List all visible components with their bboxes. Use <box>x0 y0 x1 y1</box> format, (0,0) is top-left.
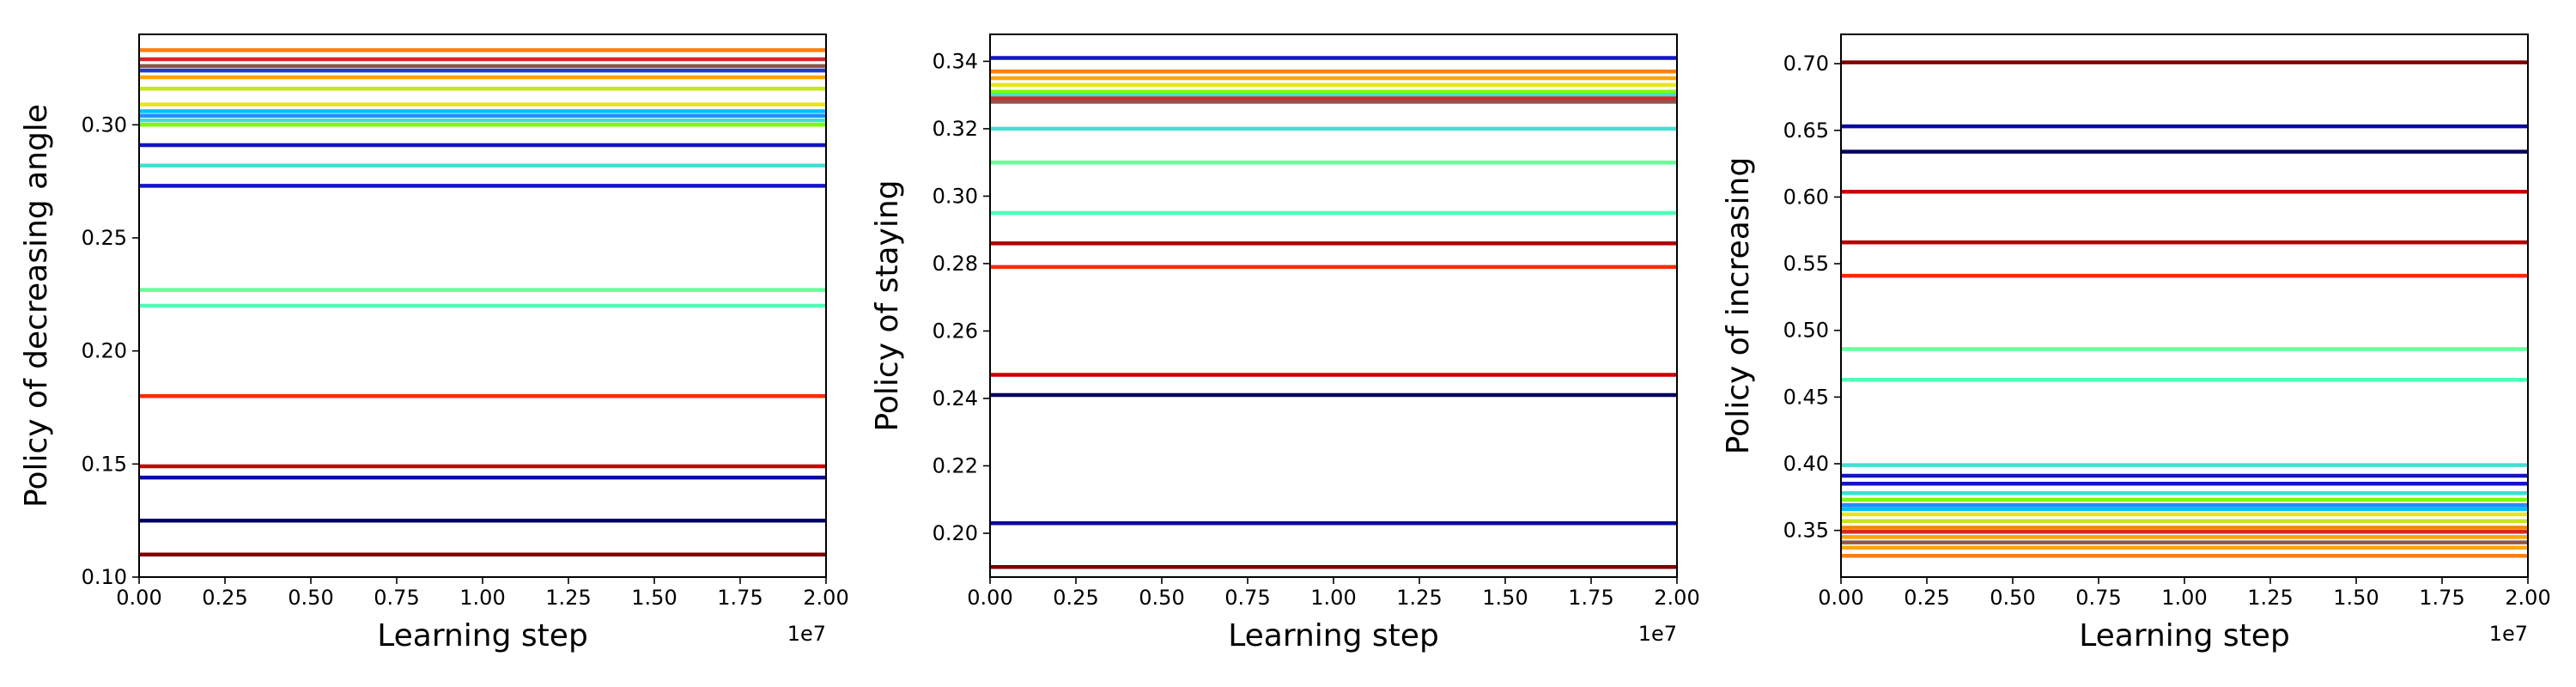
y-tick-label: 0.20 <box>933 521 978 545</box>
x-tick-label: 1.75 <box>2419 586 2464 610</box>
y-tick-label: 0.30 <box>82 112 127 137</box>
x-tick-label: 0.75 <box>374 586 419 610</box>
y-axis-label: Policy of decreasing angle <box>19 104 54 508</box>
x-axis-offset-label: 1e7 <box>1638 622 1677 646</box>
x-tick-label: 1.75 <box>717 586 762 610</box>
x-tick-label: 0.25 <box>1904 586 1949 610</box>
series-group <box>1841 60 2528 558</box>
x-tick-label: 1.25 <box>545 586 591 610</box>
x-tick-label: 1.00 <box>2161 586 2207 610</box>
y-tick-label: 0.65 <box>1783 119 1829 143</box>
x-tick-label: 1.50 <box>631 586 677 610</box>
y-tick-label: 0.40 <box>1783 452 1829 476</box>
y-tick-label: 0.55 <box>1783 252 1829 276</box>
y-tick-label: 0.32 <box>933 117 978 141</box>
series-group <box>139 48 826 556</box>
x-tick-label: 0.00 <box>967 586 1012 610</box>
x-tick-label: 0.75 <box>1224 586 1270 610</box>
x-tick-label: 2.00 <box>2505 586 2550 610</box>
x-tick-label: 0.50 <box>1990 586 2035 610</box>
x-tick-label: 0.50 <box>288 586 333 610</box>
x-tick-label: 1.50 <box>1482 586 1528 610</box>
y-tick-label: 0.24 <box>933 386 978 410</box>
chart-panel-2: 0.00 0.25 0.50 0.75 1.00 1.25 1.50 1.75 2.00 0.20… <box>870 33 1700 654</box>
x-axis-offset-label: 1e7 <box>2489 622 2528 646</box>
y-tick-label: 0.20 <box>82 339 127 363</box>
x-tick-label: 1.75 <box>1568 586 1613 610</box>
y-tick-label: 0.30 <box>933 184 978 208</box>
y-tick-label: 0.45 <box>1783 385 1829 409</box>
y-tick-label: 0.28 <box>933 252 978 276</box>
x-tick-label: 1.25 <box>2247 586 2293 610</box>
y-tick-label: 0.34 <box>933 49 978 73</box>
x-tick-label: 1.25 <box>1396 586 1442 610</box>
x-axis-label: Learning step <box>2079 618 2290 654</box>
y-tick-label: 0.35 <box>1783 519 1829 543</box>
y-tick-label: 0.25 <box>82 226 127 250</box>
y-tick-label: 0.10 <box>82 565 127 589</box>
x-tick-label: 0.50 <box>1139 586 1184 610</box>
x-axis-label: Learning step <box>377 618 588 654</box>
y-axis-label: Policy of increasing <box>1721 157 1756 454</box>
y-tick-label: 0.60 <box>1783 185 1829 209</box>
chart-panel-3: 0.00 0.25 0.50 0.75 1.00 1.25 1.50 1.75 2.00 0.35… <box>1721 33 2551 654</box>
x-tick-label: 1.50 <box>2333 586 2379 610</box>
x-tick-label: 0.25 <box>202 586 247 610</box>
chart-panel-1: 0.00 0.25 0.50 0.75 1.00 1.25 1.50 1.75 2.00 0.10… <box>19 33 849 654</box>
y-tick-label: 0.70 <box>1783 52 1829 76</box>
x-tick-label: 0.75 <box>2075 586 2121 610</box>
x-tick-label: 0.00 <box>1818 586 1863 610</box>
series-group <box>990 56 1677 569</box>
y-tick-label: 0.50 <box>1783 319 1829 343</box>
x-tick-label: 1.00 <box>1310 586 1356 610</box>
x-tick-label: 0.25 <box>1053 586 1098 610</box>
x-tick-label: 2.00 <box>1654 586 1699 610</box>
x-tick-label: 2.00 <box>803 586 848 610</box>
x-tick-label: 1.00 <box>459 586 505 610</box>
y-axis-label: Policy of staying <box>870 179 905 431</box>
x-tick-label: 0.00 <box>116 586 161 610</box>
y-tick-label: 0.26 <box>933 319 978 343</box>
x-axis-label: Learning step <box>1228 618 1439 654</box>
y-tick-label: 0.15 <box>82 452 127 476</box>
y-tick-label: 0.22 <box>933 453 978 477</box>
x-axis-offset-label: 1e7 <box>787 622 826 646</box>
